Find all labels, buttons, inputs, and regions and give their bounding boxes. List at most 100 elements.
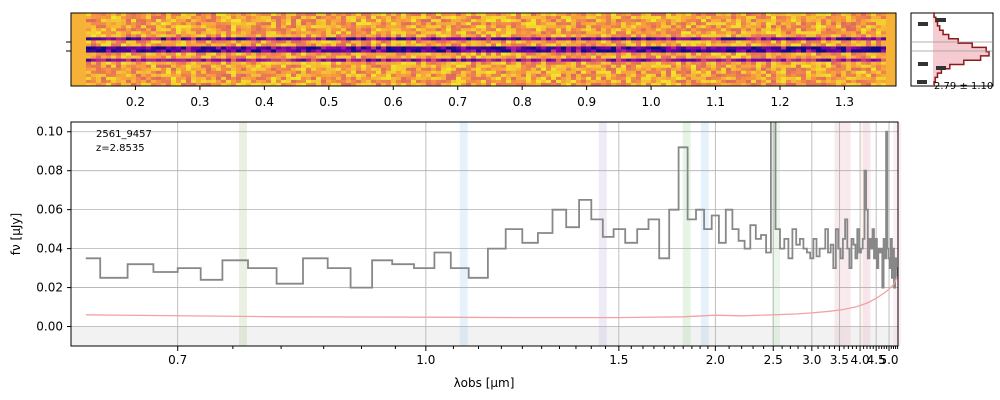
heatmap-cell — [141, 73, 147, 78]
heatmap-cell — [551, 43, 557, 47]
heatmap-cell — [126, 16, 132, 20]
heatmap-cell — [466, 28, 472, 32]
heatmap-cell — [246, 22, 252, 26]
heatmap-cell — [486, 19, 492, 23]
heatmap-cell — [421, 76, 427, 81]
heatmap-cell — [846, 13, 852, 17]
heatmap-cell — [586, 61, 592, 66]
heatmap-cell — [181, 67, 187, 72]
heatmap-cell — [501, 43, 507, 47]
heatmap-cell — [431, 61, 437, 66]
heatmap-cell — [536, 82, 542, 87]
heatmap-cell — [166, 13, 172, 17]
heatmap-cell — [636, 43, 642, 47]
heatmap-cell — [806, 70, 812, 75]
heatmap-cell — [871, 70, 877, 75]
heatmap-cell — [496, 28, 502, 32]
heatmap-cell — [181, 79, 187, 84]
heatmap-cell — [391, 61, 397, 66]
heatmap-cell — [846, 28, 852, 32]
heatmap-cell — [321, 22, 327, 26]
heatmap-cell — [566, 79, 572, 84]
heatmap-cell — [601, 73, 607, 78]
heatmap-cell — [666, 67, 672, 72]
heatmap-cell — [276, 40, 282, 44]
heatmap-cell — [361, 28, 367, 32]
heatmap-cell — [576, 49, 582, 53]
heatmap-cell — [501, 22, 507, 26]
heatmap-cell — [671, 46, 677, 50]
heatmap-cell — [431, 46, 437, 50]
heatmap-cell — [126, 64, 132, 69]
heatmap-cell — [786, 16, 792, 20]
heatmap-cell — [671, 31, 677, 35]
heatmap-cell — [641, 25, 647, 29]
heatmap-cell — [511, 64, 517, 69]
heatmap-cell — [376, 31, 382, 35]
heatmap-cell — [666, 79, 672, 84]
heatmap-cell — [196, 70, 202, 75]
heatmap-cell — [876, 43, 882, 47]
heatmap-cell — [736, 82, 742, 87]
heatmap-cell — [751, 61, 757, 66]
heatmap-cell — [71, 55, 77, 60]
heatmap-cell — [351, 73, 357, 78]
heatmap-cell — [181, 31, 187, 35]
heatmap-cell — [886, 40, 892, 44]
heatmap-cell — [401, 58, 407, 63]
heatmap-cell — [276, 64, 282, 69]
heatmap-cell — [771, 31, 777, 35]
heatmap-cell — [576, 25, 582, 29]
heatmap-cell — [281, 43, 287, 47]
heatmap-cell — [486, 22, 492, 26]
heatmap-cell — [121, 64, 127, 69]
heatmap-cell — [316, 31, 322, 35]
x-tick-label: 3.0 — [802, 353, 821, 367]
heatmap-cell — [641, 76, 647, 81]
heatmap-cell — [201, 34, 207, 38]
heatmap-cell — [331, 46, 337, 50]
heatmap-cell — [536, 76, 542, 81]
heatmap-cell — [781, 55, 787, 60]
heatmap-cell — [136, 55, 142, 60]
heatmap-cell — [136, 25, 142, 29]
heatmap-cell — [246, 16, 252, 20]
heatmap-cell — [531, 61, 537, 66]
heatmap-cell — [401, 82, 407, 87]
heatmap-cell — [506, 76, 512, 81]
heatmap-cell — [351, 31, 357, 35]
heatmap-cell — [251, 61, 257, 66]
heatmap-cell — [596, 16, 602, 20]
profile-marker — [936, 18, 946, 22]
heatmap-cell — [501, 31, 507, 35]
heatmap-cell — [841, 76, 847, 81]
heatmap-cell — [826, 70, 832, 75]
heatmap-cell — [446, 19, 452, 23]
heatmap-cell — [166, 58, 172, 63]
heatmap-cell — [536, 46, 542, 50]
heatmap-cell — [741, 43, 747, 47]
heatmap-cell — [201, 70, 207, 75]
heatmap-cell — [446, 82, 452, 87]
heatmap-cell — [826, 28, 832, 32]
heatmap-cell — [796, 19, 802, 23]
heatmap-cell — [151, 34, 157, 38]
emission-band — [893, 122, 902, 346]
heatmap-cell — [336, 67, 342, 72]
heatmap-cell — [861, 43, 867, 47]
heatmap-cell — [361, 70, 367, 75]
heatmap-cell — [436, 13, 442, 17]
heatmap-cell — [276, 37, 282, 41]
heatmap-cell — [341, 82, 347, 87]
heatmap-cell — [331, 28, 337, 32]
heatmap-cell — [96, 34, 102, 38]
heatmap-cell — [141, 67, 147, 72]
heatmap-cell — [761, 82, 767, 87]
heatmap-cell — [726, 40, 732, 44]
heatmap-cell — [516, 49, 522, 53]
heatmap-cell — [96, 79, 102, 84]
heatmap-cell — [631, 52, 637, 56]
heatmap-cell — [636, 64, 642, 69]
heatmap-cell — [416, 34, 422, 38]
heatmap-cell — [146, 76, 152, 81]
